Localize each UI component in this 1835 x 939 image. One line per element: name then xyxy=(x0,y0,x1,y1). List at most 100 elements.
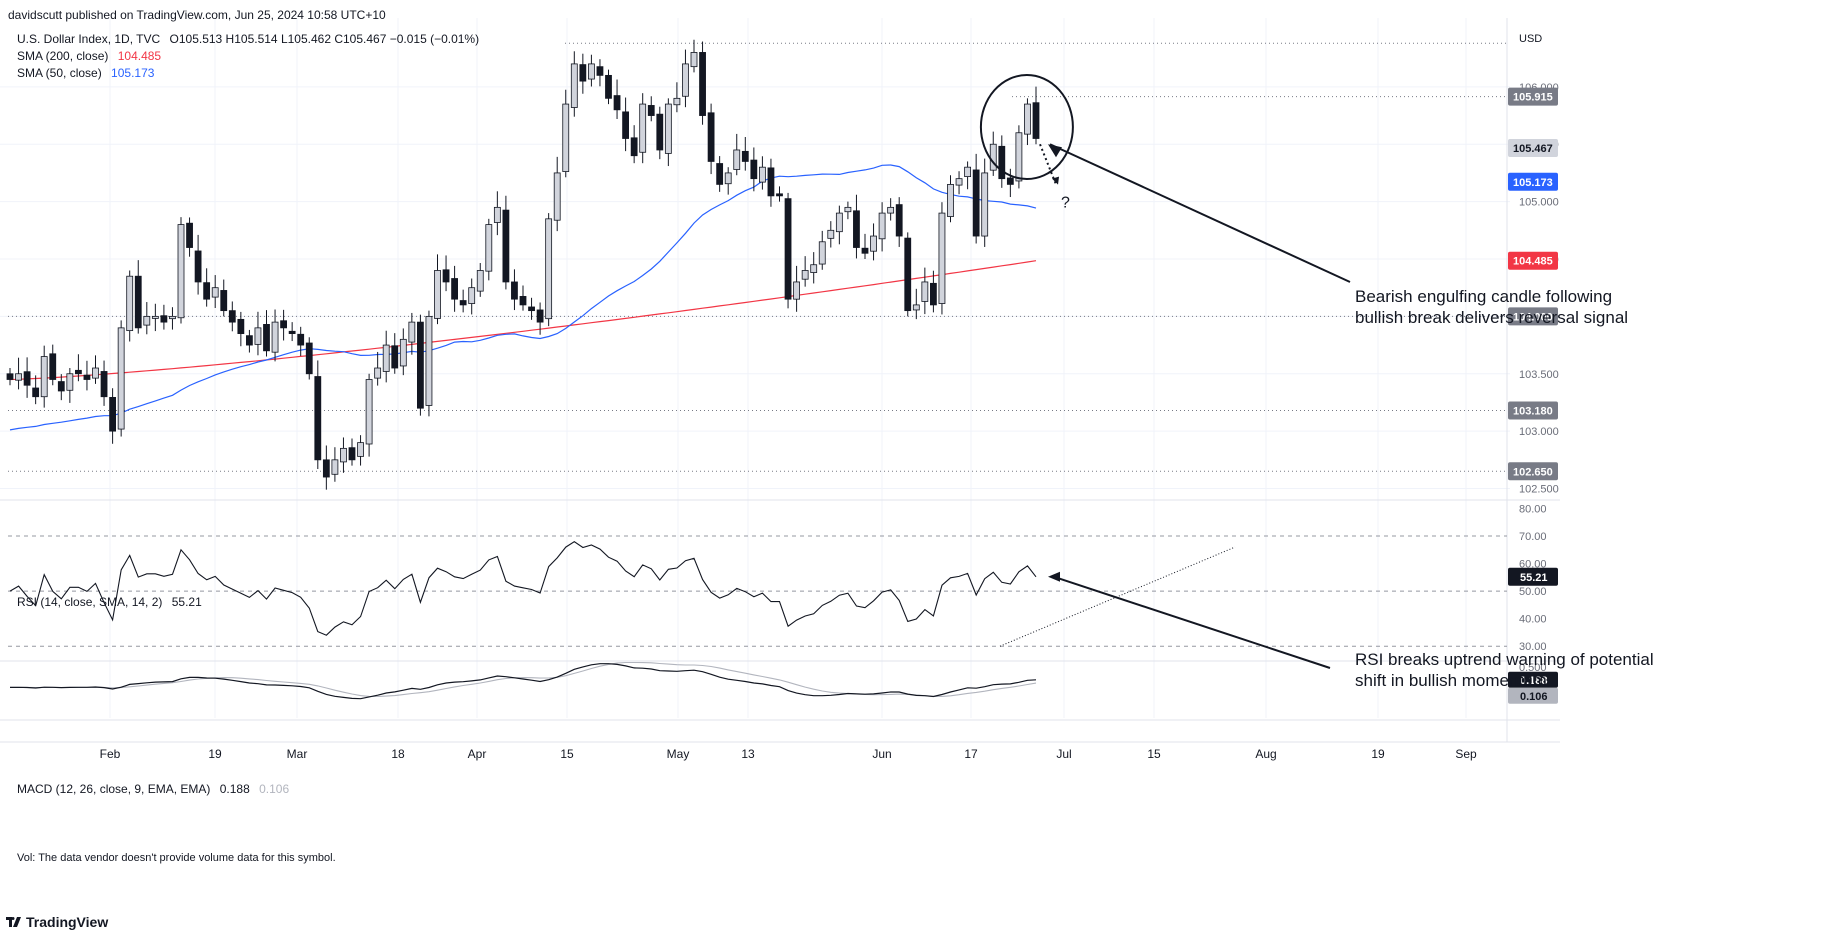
candle-body-102 xyxy=(878,212,886,240)
candle-body-29 xyxy=(254,327,262,345)
sma50-line xyxy=(9,164,1037,431)
candle-body-105 xyxy=(904,237,912,312)
candle-body-78 xyxy=(673,97,681,106)
price-badge-text-104.485: 104.485 xyxy=(1513,256,1553,268)
candle-body-80 xyxy=(690,52,698,68)
candle-body-6 xyxy=(57,381,65,392)
candle-body-69 xyxy=(596,66,604,76)
candle-body-23 xyxy=(203,282,211,300)
rsi-badge-text: 55.21 xyxy=(1520,572,1548,584)
candle-body-34 xyxy=(297,333,305,346)
price-tick-103.000: 103.000 xyxy=(1519,426,1559,438)
candle-body-11 xyxy=(100,371,108,398)
candle-body-71 xyxy=(613,95,621,111)
candle-body-14 xyxy=(126,275,134,332)
price-badge-105.467 xyxy=(1508,139,1558,158)
candle-body-88 xyxy=(759,166,766,183)
macd-pane xyxy=(9,661,1037,700)
x-tick-15: 15 xyxy=(1147,747,1161,761)
candle-body-9 xyxy=(83,374,91,380)
candle-body-43 xyxy=(374,367,382,379)
sma50-value: 105.173 xyxy=(111,66,155,80)
sma200-path xyxy=(9,260,1037,381)
x-tick-Jul: Jul xyxy=(1056,747,1071,761)
rsi-tick-30.00: 30.00 xyxy=(1519,641,1547,653)
sma200-value: 104.485 xyxy=(117,49,162,63)
candle-body-67 xyxy=(579,64,587,82)
candle-body-30 xyxy=(263,324,270,352)
candle-body-83 xyxy=(716,163,724,185)
sma200-label: SMA (200, close) xyxy=(17,49,109,63)
candle-body-75 xyxy=(647,105,655,116)
x-tick-19: 19 xyxy=(208,747,222,761)
rsi-path xyxy=(9,541,1037,636)
candle-body-68 xyxy=(588,63,595,80)
candle-body-17 xyxy=(151,315,159,319)
candle-body-36 xyxy=(314,376,322,461)
rsi-badge xyxy=(1508,567,1558,586)
candle-body-86 xyxy=(741,150,749,162)
price-badge-104.485 xyxy=(1508,251,1558,270)
rsi-tick-60.00: 60.00 xyxy=(1519,559,1547,571)
candle-body-116 xyxy=(998,145,1006,180)
x-tick-15: 15 xyxy=(560,747,574,761)
candle-body-50 xyxy=(434,270,441,319)
candle-body-58 xyxy=(502,209,510,283)
candle-body-31 xyxy=(271,321,279,353)
candle-body-110 xyxy=(947,184,954,217)
symbol-legend[interactable]: U.S. Dollar Index, 1D, TVC O105.513 H105… xyxy=(17,32,479,46)
candle-body-41 xyxy=(357,442,364,457)
candle-body-96 xyxy=(827,229,835,239)
rsi-legend[interactable]: RSI (14, close, SMA, 14, 2) 55.21 xyxy=(17,595,202,609)
candle-body-20 xyxy=(177,224,185,319)
candle-pointer-line xyxy=(1049,143,1351,283)
axes: USD106.000105.500105.000104.500104.00010… xyxy=(100,33,1654,761)
macd-legend[interactable]: MACD (12, 26, close, 9, EMA, EMA) 0.188 … xyxy=(17,782,289,796)
candle-body-53 xyxy=(459,300,467,306)
candle-body-95 xyxy=(818,241,826,265)
candle-body-108 xyxy=(930,282,937,306)
x-tick-Mar: Mar xyxy=(287,747,308,761)
sma50-legend[interactable]: SMA (50, close) 105.173 xyxy=(17,66,154,80)
price-tick-105.000: 105.000 xyxy=(1519,197,1559,209)
x-tick-Aug: Aug xyxy=(1255,747,1276,761)
candle-body-45 xyxy=(391,345,399,369)
price-badge-text-104.000: 104.000 xyxy=(1513,311,1553,323)
candle-body-12 xyxy=(109,397,116,432)
tradingview-logo-icon xyxy=(6,914,22,930)
candle-note-line2: bullish break delivers reversal signal xyxy=(1355,308,1628,327)
candle-body-59 xyxy=(511,281,518,300)
candle-body-119 xyxy=(1024,103,1031,135)
candle-body-94 xyxy=(810,264,818,273)
candle-body-120 xyxy=(1032,102,1040,139)
macd-path xyxy=(9,663,1037,700)
rsi-tick-50.00: 50.00 xyxy=(1519,586,1547,598)
candle-body-26 xyxy=(228,310,236,323)
macd-tick: 0.500 xyxy=(1519,662,1547,674)
rsi-trendline xyxy=(999,546,1236,647)
x-tick-13: 13 xyxy=(741,747,755,761)
price-badge-text-105.467: 105.467 xyxy=(1513,143,1553,155)
rsi-pane xyxy=(8,535,1507,647)
candle-body-66 xyxy=(570,63,578,108)
price-levels xyxy=(8,42,1507,472)
tradingview-brand[interactable]: TradingView xyxy=(6,914,108,930)
candle-body-79 xyxy=(682,63,689,97)
candle-body-87 xyxy=(750,159,758,180)
candle-note-line1: Bearish engulfing candle following xyxy=(1355,287,1612,306)
candle-body-97 xyxy=(835,212,843,233)
rsi-note-line2: shift in bullish momentum xyxy=(1355,671,1547,690)
candle-body-46 xyxy=(399,338,407,367)
sma200-legend[interactable]: SMA (200, close) 104.485 xyxy=(17,49,161,63)
candle-body-54 xyxy=(468,287,476,304)
candle-body-114 xyxy=(981,172,989,237)
volume-note: Vol: The data vendor doesn't provide vol… xyxy=(17,852,336,864)
candle-body-91 xyxy=(784,198,792,300)
macd-label: MACD (12, 26, close, 9, EMA, EMA) xyxy=(17,782,211,796)
published-header: davidscutt published on TradingView.com,… xyxy=(8,8,386,22)
candle-body-35 xyxy=(305,342,313,375)
candle-body-28 xyxy=(245,335,253,346)
candle-body-92 xyxy=(793,281,800,300)
candle-body-104 xyxy=(895,204,903,237)
